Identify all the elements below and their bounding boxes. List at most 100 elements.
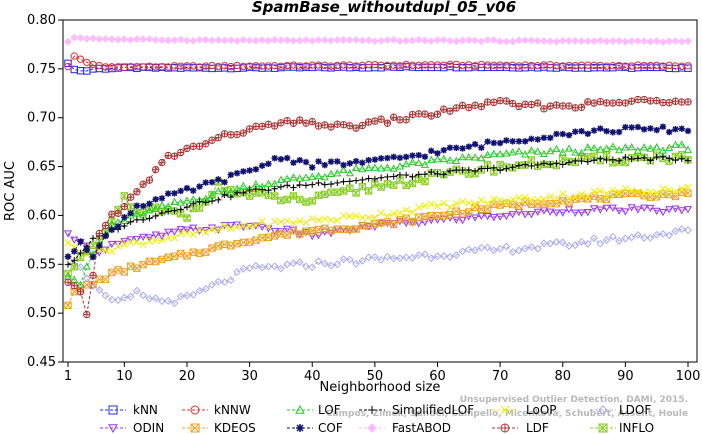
data-point [77,238,84,245]
data-point [477,153,486,162]
data-point [195,249,204,257]
legend-entry-kdeos: KDEOS [182,421,256,434]
data-point [621,143,630,151]
data-point [672,126,679,133]
data-point [552,37,561,46]
data-point [158,36,166,44]
data-point [546,146,555,155]
data-point [126,203,135,211]
data-point [76,280,85,288]
data-point [533,99,542,107]
data-point [107,35,116,44]
data-point [289,219,298,227]
data-point [490,98,498,106]
data-point [345,255,354,264]
data-point [302,218,310,226]
data-point [339,121,348,129]
data-point [170,299,179,308]
data-point [477,103,486,111]
data-point [446,107,454,115]
data-point [396,254,404,263]
data-point [527,243,536,251]
data-point [652,207,661,216]
data-point [289,192,298,200]
data-point [445,156,455,164]
legend-marker [190,405,200,415]
data-point [559,161,566,168]
data-point [132,235,141,244]
data-point [671,188,680,196]
data-point [358,121,367,130]
data-point [83,246,90,254]
data-point [402,219,411,228]
data-point [333,169,342,177]
data-point [572,128,579,135]
data-point [464,36,473,45]
data-point [215,176,222,183]
data-point [609,186,617,194]
data-point [446,203,454,211]
data-point [271,185,278,192]
data-point [464,213,473,221]
data-point [603,190,611,198]
data-point [233,239,241,248]
data-point [195,204,204,212]
data-point [672,157,679,164]
data-point [584,130,591,138]
data-point [671,152,680,161]
data-point [427,155,436,164]
data-point [646,188,654,196]
data-point [283,195,291,204]
data-point [258,217,266,225]
data-point [377,255,386,264]
data-point [339,36,348,44]
series-layer [63,33,693,319]
data-point [634,155,642,162]
citation-watermark-line-1: Unsupervised Outlier Detection. DAMI, 20… [460,395,688,405]
data-point [666,155,673,162]
data-point [521,244,530,253]
data-point [352,158,360,165]
data-point [102,247,110,255]
data-point [165,208,172,215]
data-point [421,177,429,186]
x-tick-label: 60 [429,369,446,384]
data-point [515,138,523,145]
data-point [151,231,160,239]
data-point [653,189,661,197]
data-point [145,237,153,245]
data-point [346,178,354,185]
data-point [170,234,179,242]
data-point [471,141,479,148]
data-point [590,143,599,152]
data-point [189,230,197,238]
data-point [64,278,72,286]
data-point [277,119,285,127]
data-point [521,100,529,108]
data-point [433,110,442,118]
data-point [352,212,360,220]
data-point [239,264,248,273]
data-point [502,97,511,105]
data-point [547,161,554,168]
data-point [157,201,166,209]
data-point [609,156,617,163]
data-point [640,37,649,46]
data-point [415,110,423,118]
data-point [133,264,141,272]
data-point [502,149,511,157]
data-point [290,184,297,191]
data-point [583,143,592,151]
data-point [684,189,692,197]
data-point [365,214,373,222]
data-point [621,185,629,193]
data-point [428,168,435,176]
data-point [483,213,492,221]
data-point [583,239,592,248]
data-point [227,242,235,250]
data-point [240,168,247,175]
data-point [396,209,404,217]
data-point [527,146,536,154]
data-point [658,146,667,154]
data-point [389,220,398,229]
